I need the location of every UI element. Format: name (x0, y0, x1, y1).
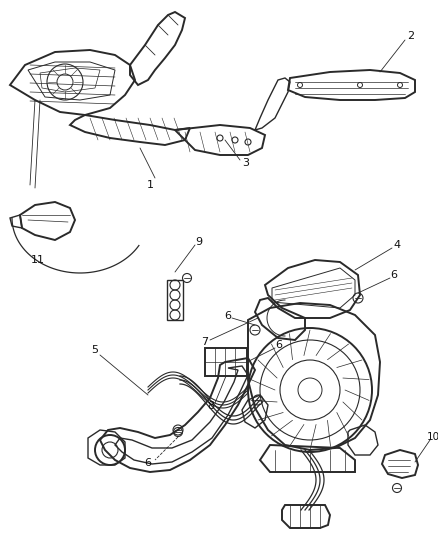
Text: 10: 10 (427, 432, 438, 442)
Text: 5: 5 (92, 345, 99, 355)
Text: 2: 2 (407, 31, 414, 41)
Text: 8: 8 (208, 401, 215, 411)
Text: 6: 6 (145, 458, 152, 468)
Text: 6: 6 (391, 270, 398, 280)
Text: 7: 7 (201, 337, 208, 347)
Text: 4: 4 (393, 240, 401, 250)
Text: 9: 9 (195, 237, 202, 247)
Text: 6: 6 (276, 340, 283, 350)
Text: 3: 3 (243, 158, 250, 168)
Text: 11: 11 (31, 255, 45, 265)
Text: 6: 6 (225, 311, 232, 321)
Text: 1: 1 (146, 180, 153, 190)
